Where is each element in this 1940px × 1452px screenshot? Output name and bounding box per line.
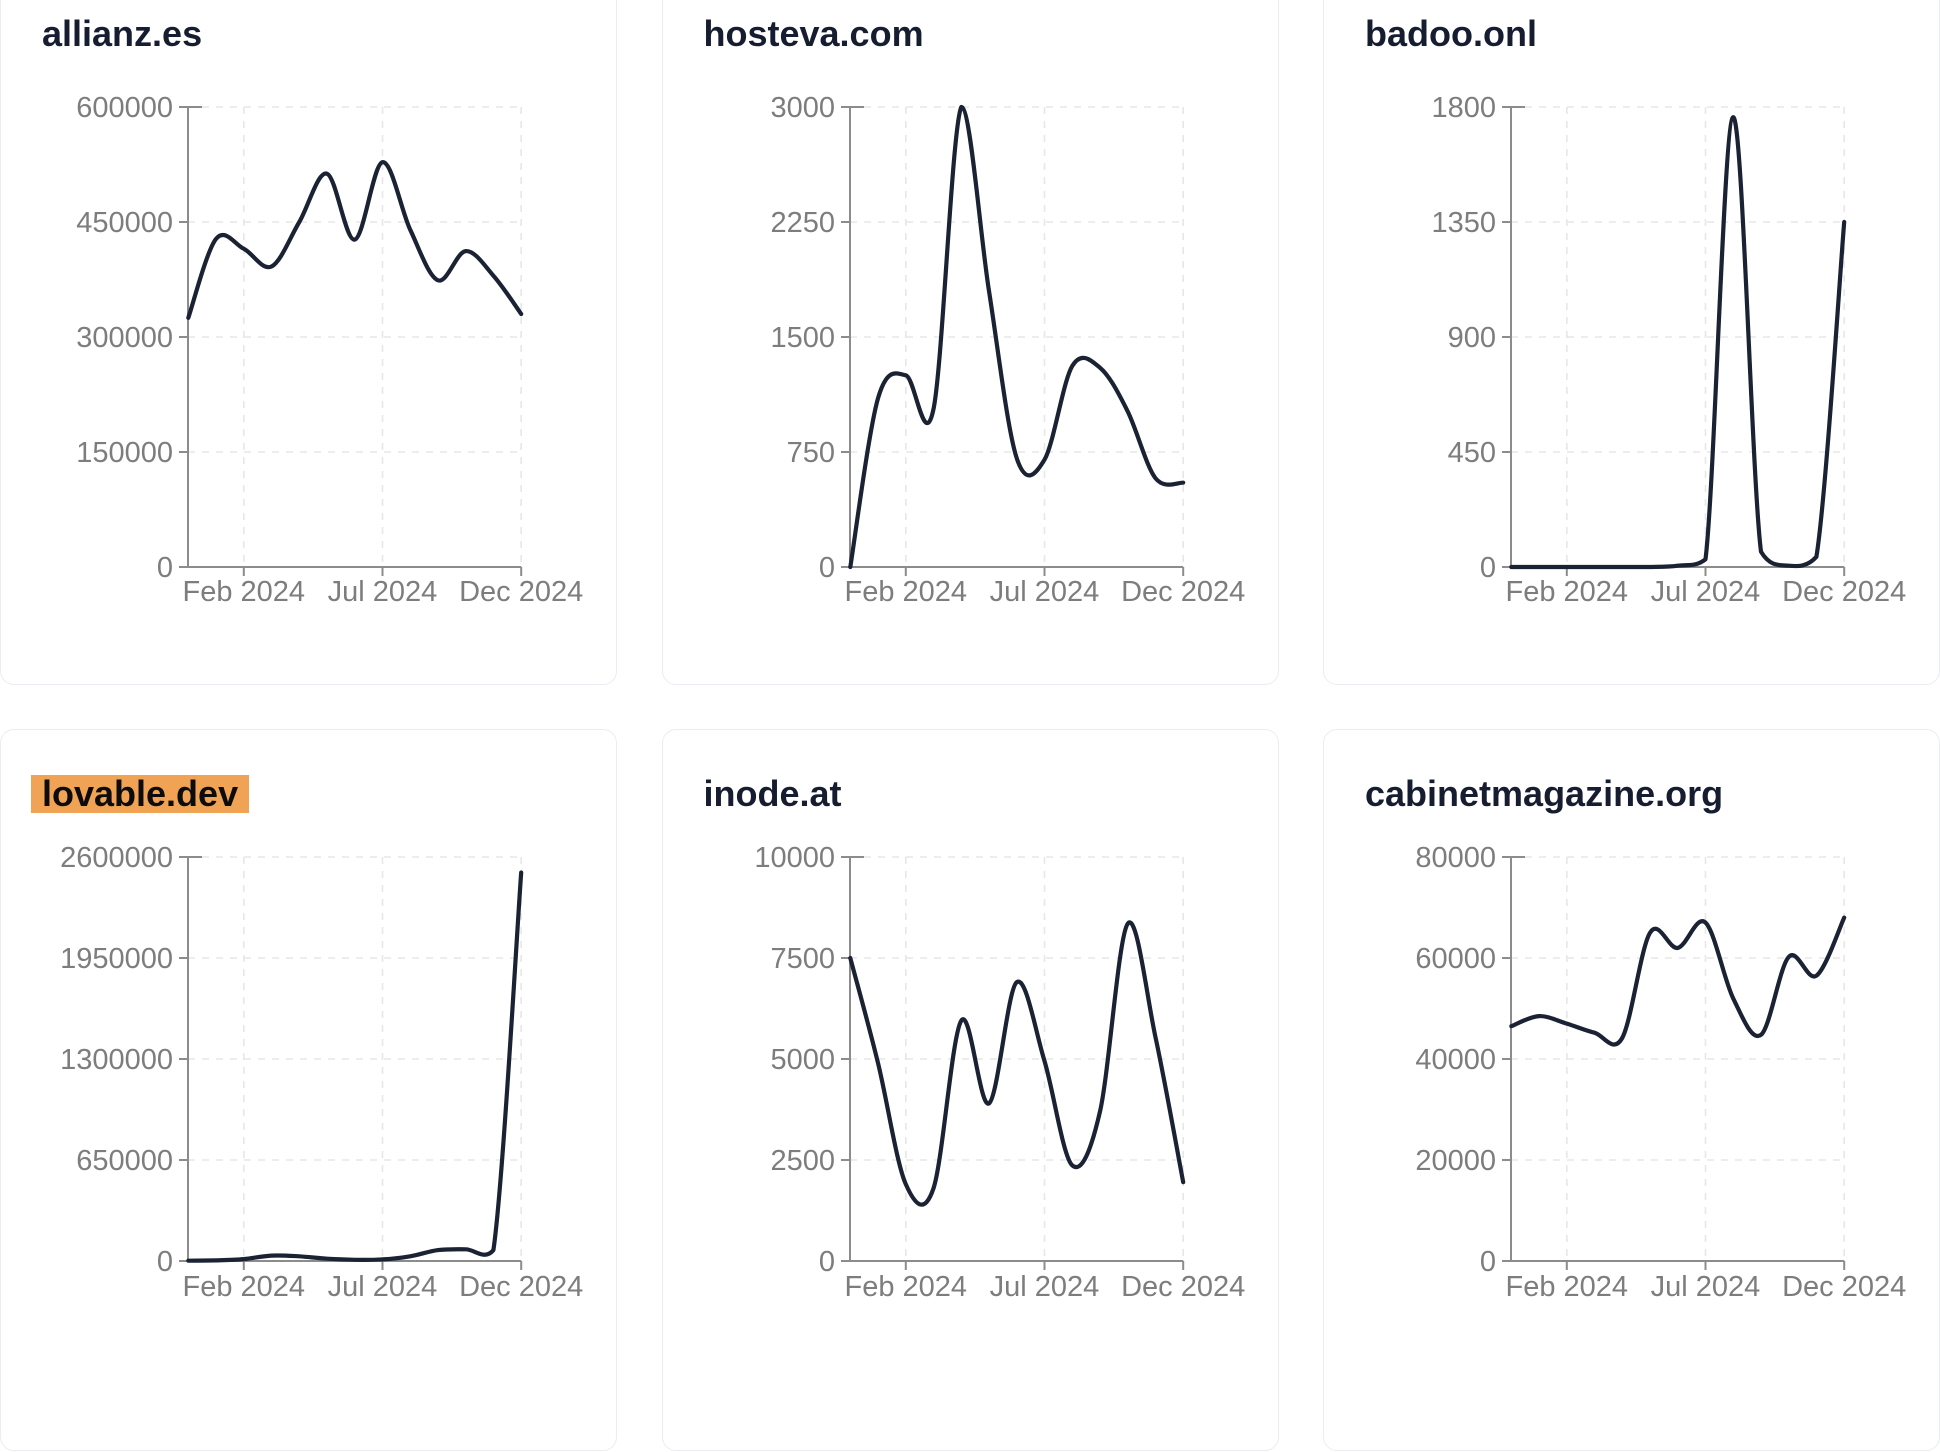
y-tick-label: 0 [818, 1246, 834, 1278]
x-tick-label: Feb 2024 [1506, 576, 1629, 608]
x-tick-label: Dec 2024 [459, 1271, 583, 1303]
y-tick-label: 300000 [76, 322, 173, 354]
axis-ticks [840, 106, 1184, 576]
y-tick-label: 2600000 [60, 842, 173, 874]
y-tick-label: 80000 [1415, 842, 1496, 874]
x-tick-label: Jul 2024 [1651, 1271, 1761, 1303]
chart-card-hosteva-com: hosteva.com 0 750 1500 2250 3000 Feb 2024 Jul … [661, 0, 1279, 685]
y-tick-label: 0 [1480, 1246, 1496, 1278]
y-tick-label: 750 [786, 437, 834, 469]
y-tick-label: 20000 [1415, 1145, 1496, 1177]
y-tick-labels: 0 150000 300000 450000 600000 [76, 92, 173, 584]
line-chart: 0 20000 40000 60000 80000 Feb 2024 Jul 2024 Dec… [1415, 842, 1907, 1303]
y-tick-labels: 0 450 900 1350 1800 [1431, 92, 1496, 584]
y-tick-label: 900 [1448, 322, 1496, 354]
chart-title: inode.at [703, 773, 842, 814]
axis-ticks [179, 856, 523, 1270]
x-tick-label: Feb 2024 [1506, 1271, 1629, 1303]
series-line [186, 160, 524, 320]
x-tick-label: Feb 2024 [183, 1271, 306, 1303]
y-tick-labels: 0 20000 40000 60000 80000 [1415, 842, 1496, 1278]
y-tick-label: 1950000 [60, 943, 173, 975]
y-tick-label: 2500 [770, 1145, 835, 1177]
x-tick-labels: Feb 2024 Jul 2024 Dec 2024 [844, 576, 1245, 608]
y-tick-label: 600000 [76, 92, 173, 124]
x-tick-label: Jul 2024 [1651, 576, 1761, 608]
chart-title: hosteva.com [703, 13, 924, 54]
series-line [847, 920, 1185, 1207]
y-tick-label: 2250 [770, 207, 835, 239]
axis-ticks [1502, 106, 1846, 576]
series-line [186, 870, 524, 1263]
x-tick-label: Dec 2024 [1121, 1271, 1245, 1303]
y-tick-label: 0 [818, 552, 834, 584]
chart-card-allianz-es: allianz.es 0 150000 300000 450000 600000 Feb … [0, 0, 617, 685]
y-tick-label: 0 [157, 552, 173, 584]
y-tick-labels: 0 650000 1300000 1950000 2600000 [60, 842, 173, 1278]
y-tick-label: 5000 [770, 1044, 835, 1076]
y-tick-labels: 0 750 1500 2250 3000 [770, 92, 835, 584]
y-tick-label: 60000 [1415, 943, 1496, 975]
chart-card-inode-at: inode.at 0 2500 5000 7500 10000 Feb 2024 Jul 2… [661, 729, 1279, 1451]
y-tick-labels: 0 2500 5000 7500 10000 [754, 842, 835, 1278]
chart-card-lovable-dev: lovable.dev 0 650000 1300000 1950000 2600000… [0, 729, 617, 1451]
x-tick-labels: Feb 2024 Jul 2024 Dec 2024 [183, 1271, 584, 1303]
chart-title: badoo.onl [1365, 13, 1537, 54]
y-tick-label: 0 [1480, 552, 1496, 584]
x-tick-label: Jul 2024 [328, 1271, 438, 1303]
y-tick-label: 7500 [770, 943, 835, 975]
x-tick-label: Dec 2024 [1782, 1271, 1906, 1303]
y-tick-label: 40000 [1415, 1044, 1496, 1076]
x-tick-label: Dec 2024 [1782, 576, 1906, 608]
x-tick-label: Dec 2024 [1121, 576, 1245, 608]
y-tick-label: 150000 [76, 437, 173, 469]
y-tick-label: 450 [1448, 437, 1496, 469]
y-tick-label: 1500 [770, 322, 835, 354]
x-tick-label: Jul 2024 [328, 576, 438, 608]
gridlines [849, 106, 1184, 567]
gridlines [188, 106, 523, 567]
chart-title-highlighted: lovable.dev [31, 775, 250, 813]
y-tick-label: 0 [157, 1246, 173, 1278]
y-tick-label: 1350 [1431, 207, 1496, 239]
y-tick-label: 1800 [1431, 92, 1496, 124]
x-tick-label: Feb 2024 [183, 576, 306, 608]
line-chart: 0 450 900 1350 1800 Feb 2024 Jul 2024 Dec 2024 [1431, 92, 1907, 608]
chart-title: allianz.es [42, 13, 203, 54]
x-tick-label: Feb 2024 [844, 1271, 967, 1303]
series-line [1509, 915, 1847, 1047]
y-tick-label: 650000 [76, 1145, 173, 1177]
x-tick-label: Dec 2024 [459, 576, 583, 608]
series-line [847, 104, 1185, 570]
series-line [1509, 115, 1847, 570]
x-tick-labels: Feb 2024 Jul 2024 Dec 2024 [844, 1271, 1245, 1303]
x-tick-label: Feb 2024 [844, 576, 967, 608]
x-tick-labels: Feb 2024 Jul 2024 Dec 2024 [183, 576, 584, 608]
chart-card-badoo-onl: badoo.onl 0 450 900 1350 1800 Feb 2024 Jul 202… [1323, 0, 1940, 685]
y-tick-label: 450000 [76, 207, 173, 239]
axis-ticks [840, 856, 1184, 1270]
gridlines [1511, 856, 1846, 1261]
line-chart: 0 2500 5000 7500 10000 Feb 2024 Jul 2024 Dec 20… [754, 842, 1245, 1303]
chart-title: cabinetmagazine.org [1365, 773, 1724, 814]
axis-ticks [179, 106, 523, 576]
gridlines [1511, 106, 1846, 567]
gridlines [188, 856, 523, 1261]
x-tick-label: Jul 2024 [989, 1271, 1099, 1303]
chart-card-cabinetmagazine-org: cabinetmagazine.org 0 20000 40000 60000 8000… [1323, 729, 1940, 1451]
x-tick-labels: Feb 2024 Jul 2024 Dec 2024 [1506, 1271, 1907, 1303]
line-chart: 0 150000 300000 450000 600000 Feb 2024 Jul 202… [76, 92, 584, 608]
y-tick-label: 3000 [770, 92, 835, 124]
gridlines [849, 856, 1184, 1261]
line-chart: 0 650000 1300000 1950000 2600000 Feb 2024 Jul … [60, 842, 584, 1303]
axis-ticks [1502, 856, 1846, 1270]
y-tick-label: 1300000 [60, 1044, 173, 1076]
line-chart: 0 750 1500 2250 3000 Feb 2024 Jul 2024 Dec 2024 [770, 92, 1245, 608]
y-tick-label: 10000 [754, 842, 835, 874]
x-tick-labels: Feb 2024 Jul 2024 Dec 2024 [1506, 576, 1907, 608]
x-tick-label: Jul 2024 [989, 576, 1099, 608]
